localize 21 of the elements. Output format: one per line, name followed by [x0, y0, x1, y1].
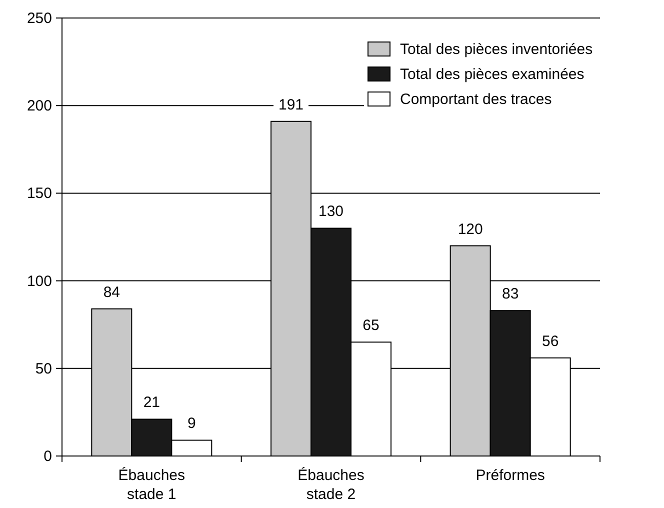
data-label: 83	[502, 286, 519, 303]
x-tick-label: Ébauches stade 1	[118, 466, 186, 503]
y-tick-label: 0	[44, 448, 52, 465]
y-tick-label: 250	[26, 10, 52, 27]
y-tick-label: 200	[26, 98, 52, 115]
data-label: 84	[103, 284, 120, 301]
y-tick-label: 150	[26, 185, 52, 202]
data-label: 130	[318, 203, 344, 220]
legend-label: Total des pièces inventoriées	[400, 41, 593, 58]
data-label: 56	[542, 332, 559, 350]
data-label: 21	[143, 394, 160, 412]
y-tick-label: 50	[35, 360, 52, 378]
data-label: 191	[278, 96, 304, 114]
legend-label: Comportant des traces	[400, 91, 552, 108]
legend-label: Total des pièces examinées	[400, 66, 584, 83]
data-label: 65	[362, 317, 380, 334]
data-label: 120	[458, 220, 483, 238]
x-tick-label: Ébauches stade 2	[298, 466, 364, 503]
x-tick-label: Préformes	[476, 467, 545, 484]
y-tick-label: 100	[26, 272, 52, 290]
data-label: 9	[187, 415, 196, 432]
